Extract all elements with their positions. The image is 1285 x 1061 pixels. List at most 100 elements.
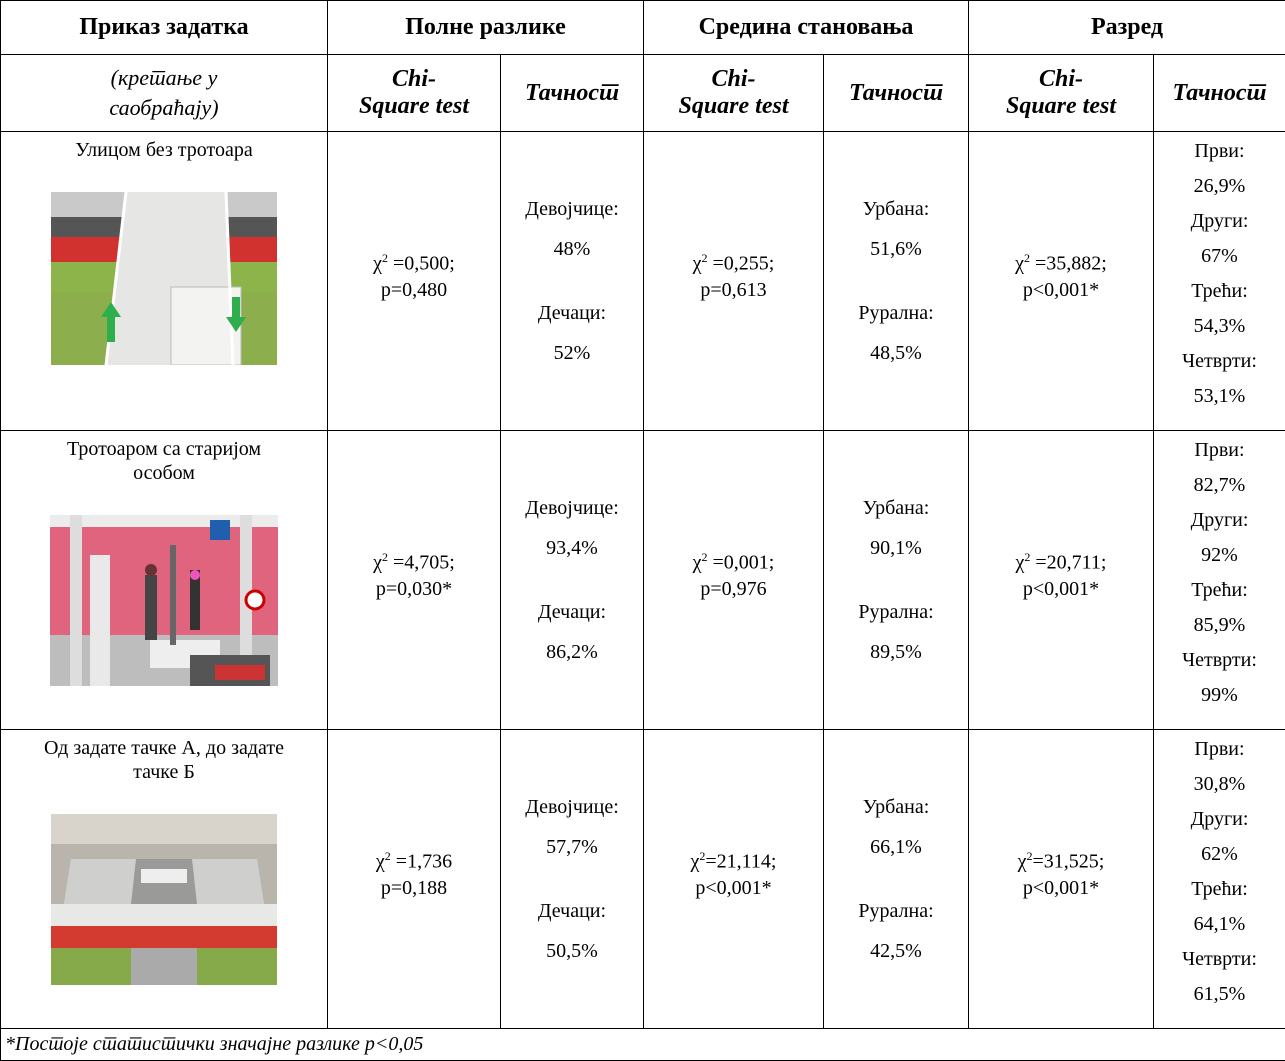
footnote: *Постоје статистички значајне разлике p<… bbox=[1, 1029, 1285, 1061]
chi-statistic: χ2 =0,255; bbox=[644, 245, 823, 277]
p-value: p=0,480 bbox=[328, 277, 500, 303]
accuracy-line: Рурална: bbox=[824, 891, 968, 931]
accuracy-line: Други: bbox=[1154, 802, 1285, 837]
accuracy-header: Тачност bbox=[501, 55, 644, 132]
accuracy-line: Први: bbox=[1154, 134, 1285, 169]
chi-square-cell: χ2=31,525;p<0,001* bbox=[969, 730, 1154, 1029]
chi-header-line: Chi- bbox=[328, 66, 500, 93]
chi-header-line: Chi- bbox=[644, 66, 823, 93]
accuracy-line: 48,5% bbox=[824, 333, 968, 373]
p-value: p=0,613 bbox=[644, 277, 823, 303]
spacer bbox=[501, 269, 643, 293]
accuracy-line: 86,2% bbox=[501, 632, 643, 672]
page: {"chi_symbol": "χ", "chi_sup": "2", "hea… bbox=[0, 0, 1285, 1023]
spacer bbox=[501, 568, 643, 592]
chi-symbol: χ bbox=[376, 851, 385, 873]
chi-value: =31,525; bbox=[1033, 851, 1105, 873]
chi-value: =21,114; bbox=[705, 851, 776, 873]
accuracy-header: Тачност bbox=[824, 55, 969, 132]
accuracy-line: Дечаци: bbox=[501, 891, 643, 931]
chi-square-cell: χ2 =0,255;p=0,613 bbox=[644, 132, 824, 431]
accuracy-line: Други: bbox=[1154, 204, 1285, 239]
spacer bbox=[824, 269, 968, 293]
accuracy-line: 54,3% bbox=[1154, 309, 1285, 344]
accuracy-line: Четврти: bbox=[1154, 643, 1285, 678]
chi-value: =4,705; bbox=[388, 552, 455, 574]
chi-header-line: Square test bbox=[328, 93, 500, 120]
accuracy-line: 82,7% bbox=[1154, 468, 1285, 503]
p-value: p=0,188 bbox=[328, 875, 500, 901]
illustration bbox=[50, 515, 278, 686]
accuracy-line: 42,5% bbox=[824, 931, 968, 971]
chi-square-cell: χ2 =0,500;p=0,480 bbox=[328, 132, 501, 431]
accuracy-line: 61,5% bbox=[1154, 977, 1285, 1012]
accuracy-cell: Урбана:51,6% Рурална:48,5% bbox=[824, 132, 969, 431]
accuracy-cell: Девојчице:93,4%Дечаци:86,2% bbox=[501, 431, 644, 730]
accuracy-line: 66,1% bbox=[824, 827, 968, 867]
chi-square-cell: χ2=21,114;p<0,001* bbox=[644, 730, 824, 1029]
table-row: Од задате тачке А, до задате тачке Б χ2 … bbox=[1, 730, 1285, 1029]
accuracy-line: Рурална: bbox=[824, 293, 968, 333]
chi-value: =0,255; bbox=[708, 253, 775, 275]
chi-statistic: χ2=21,114; bbox=[644, 843, 823, 875]
chi-symbol: χ bbox=[693, 253, 702, 275]
task-cell: Од задате тачке А, до задате тачке Б bbox=[1, 730, 328, 1029]
illustration bbox=[51, 814, 277, 985]
accuracy-line: 51,6% bbox=[824, 229, 968, 269]
task-cell: Тротоаром са старијом особом bbox=[1, 431, 328, 730]
accuracy-cell: Урбана:66,1% Рурална:42,5% bbox=[824, 730, 969, 1029]
p-value: p<0,001* bbox=[644, 875, 823, 901]
task-subtitle: (кретање у саобраћају) bbox=[1, 55, 328, 132]
chi-statistic: χ2 =1,736 bbox=[328, 843, 500, 875]
chi-symbol: χ bbox=[1018, 851, 1027, 873]
chi-statistic: χ2=31,525; bbox=[969, 843, 1153, 875]
accuracy-line: Урбана: bbox=[824, 787, 968, 827]
group-header: Средина становања bbox=[644, 1, 969, 55]
task-name: Улицом без тротоара bbox=[34, 138, 294, 162]
accuracy-cell: Урбана:90,1%Рурална:89,5% bbox=[824, 431, 969, 730]
accuracy-line: Девојчице: bbox=[501, 787, 643, 827]
accuracy-cell: Девојчице:57,7%Дечаци:50,5% bbox=[501, 730, 644, 1029]
spacer bbox=[824, 867, 968, 891]
accuracy-line: Четврти: bbox=[1154, 942, 1285, 977]
accuracy-header: Тачност bbox=[1154, 55, 1285, 132]
accuracy-line: 48% bbox=[501, 229, 643, 269]
group-header: Разред bbox=[969, 1, 1285, 55]
accuracy-line: 90,1% bbox=[824, 528, 968, 568]
chi-square-cell: χ2 =20,711;p<0,001* bbox=[969, 431, 1154, 730]
accuracy-line: 57,7% bbox=[501, 827, 643, 867]
chi-statistic: χ2 =0,001; bbox=[644, 544, 823, 576]
task-subtitle-text: (кретање у саобраћају) bbox=[64, 63, 264, 123]
p-value: p<0,001* bbox=[969, 576, 1153, 602]
chi-header: Chi-Square test bbox=[328, 55, 501, 132]
chi-square-cell: χ2 =0,001;p=0,976 bbox=[644, 431, 824, 730]
accuracy-line: Урбана: bbox=[824, 189, 968, 229]
chi-header: Chi-Square test bbox=[644, 55, 824, 132]
accuracy-line: Први: bbox=[1154, 433, 1285, 468]
task-header: Приказ задатка bbox=[1, 1, 328, 55]
chi-value: =1,736 bbox=[391, 851, 452, 873]
accuracy-line: 85,9% bbox=[1154, 608, 1285, 643]
accuracy-line: Трећи: bbox=[1154, 872, 1285, 907]
chi-value: =35,882; bbox=[1030, 253, 1107, 275]
accuracy-line: Урбана: bbox=[824, 488, 968, 528]
illustration bbox=[51, 192, 277, 365]
chi-statistic: χ2 =20,711; bbox=[969, 544, 1153, 576]
accuracy-cell: Први:30,8%Други:62%Трећи:64,1%Четврти:61… bbox=[1154, 730, 1285, 1029]
chi-value: =20,711; bbox=[1030, 552, 1106, 574]
p-value: p<0,001* bbox=[969, 875, 1153, 901]
accuracy-line: 99% bbox=[1154, 678, 1285, 713]
chi-statistic: χ2 =35,882; bbox=[969, 245, 1153, 277]
accuracy-line: 26,9% bbox=[1154, 169, 1285, 204]
accuracy-line: 93,4% bbox=[501, 528, 643, 568]
accuracy-line: Девојчице: bbox=[501, 189, 643, 229]
table-row: Тротоаром са старијом особом χ2 =4,705; p… bbox=[1, 431, 1285, 730]
accuracy-line: 64,1% bbox=[1154, 907, 1285, 942]
group-header: Полне разлике bbox=[328, 1, 644, 55]
accuracy-line: Рурална: bbox=[824, 592, 968, 632]
chi-statistic: χ2 =4,705; bbox=[328, 544, 500, 576]
chi-square-cell: χ2 =35,882;p<0,001* bbox=[969, 132, 1154, 431]
accuracy-line: Први: bbox=[1154, 732, 1285, 767]
accuracy-cell: Први:26,9%Други:67%Трећи:54,3%Четврти:53… bbox=[1154, 132, 1285, 431]
